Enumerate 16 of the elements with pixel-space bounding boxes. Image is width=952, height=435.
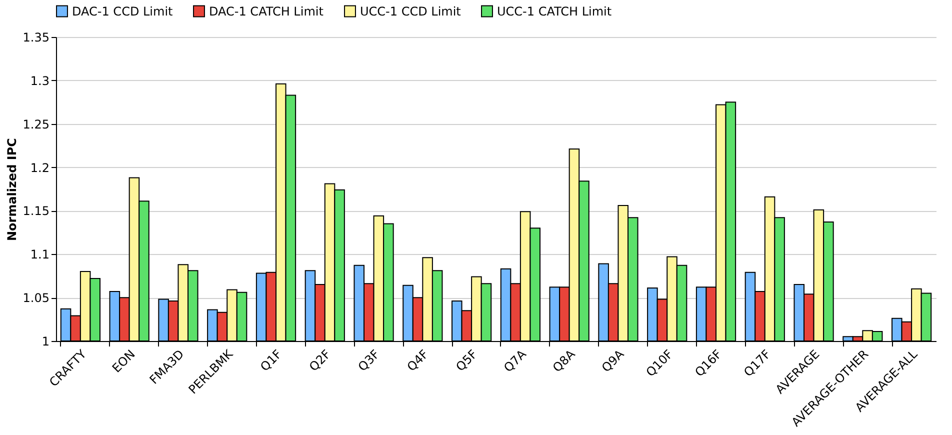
y-tick-label: 1.25 bbox=[22, 117, 50, 132]
y-tick-label: 1.15 bbox=[22, 204, 50, 218]
y-axis-title: Normalized IPC bbox=[4, 138, 19, 241]
y-tick-label: 1.1 bbox=[30, 248, 50, 262]
y-tick-label: 1.3 bbox=[30, 74, 50, 88]
legend-label: UCC-1 CCD Limit bbox=[360, 4, 462, 18]
y-tick-label: 1.05 bbox=[22, 291, 50, 306]
x-tick-label: Q8A bbox=[550, 346, 578, 375]
legend-label: UCC-1 CATCH Limit bbox=[497, 4, 612, 18]
y-tick-label: 1.35 bbox=[22, 30, 50, 44]
legend-label: DAC-1 CATCH Limit bbox=[209, 4, 324, 18]
y-tick-label: 1.2 bbox=[30, 160, 50, 175]
y-tick-label: 1 bbox=[42, 334, 50, 348]
legend-label: DAC-1 CCD Limit bbox=[72, 4, 174, 18]
x-tick-label: Q7A bbox=[501, 346, 530, 375]
x-tick-label: Q9A bbox=[598, 346, 628, 375]
